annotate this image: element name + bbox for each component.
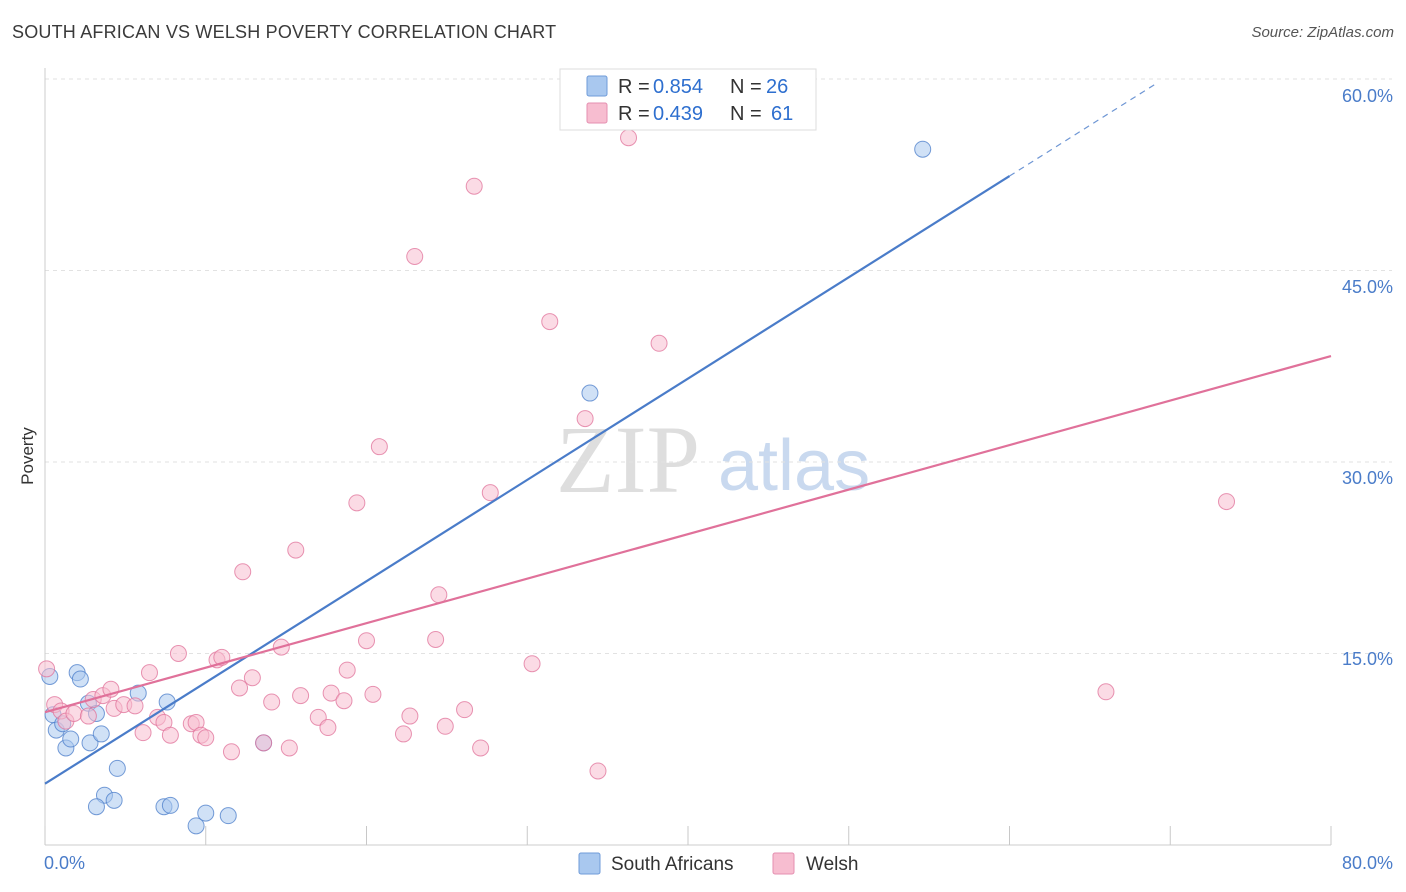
- welsh-point: [401, 707, 419, 725]
- trend-layer: [44, 84, 1332, 785]
- stats-legend: R = 0.854 N = 26 R = 0.439 N = 61: [559, 68, 817, 131]
- welsh-point: [255, 734, 273, 752]
- welsh-point: [322, 684, 340, 702]
- welsh-point: [169, 645, 187, 662]
- welsh-point: [358, 632, 375, 650]
- welsh-point: [427, 630, 445, 648]
- welsh-point: [523, 655, 541, 673]
- welsh-point: [348, 494, 366, 512]
- welsh-point: [436, 717, 454, 735]
- welsh-point: [65, 705, 83, 723]
- south-africans-trend-line: [44, 175, 1011, 785]
- south-africans-point: [87, 798, 105, 816]
- x-tick-label: 0.0%: [44, 853, 85, 873]
- watermark-atlas: atlas: [718, 426, 870, 506]
- welsh-point: [263, 693, 281, 711]
- south-africans-point: [197, 804, 215, 822]
- welsh-point: [370, 438, 388, 456]
- south-africans-point: [105, 791, 123, 809]
- south-africans-point: [62, 730, 80, 748]
- series-legend-swatch-south-africans: [578, 852, 601, 875]
- welsh-point: [589, 762, 607, 780]
- welsh-point: [456, 701, 474, 719]
- welsh-point: [79, 707, 97, 725]
- legend-r-label: R =: [618, 103, 650, 125]
- y-tick-label: 15.0%: [1342, 649, 1393, 669]
- series-legend-swatch-welsh: [772, 852, 795, 875]
- south-africans-point: [581, 384, 599, 402]
- legend-n-label: N =: [730, 76, 762, 98]
- legend-n-value: 26: [766, 76, 788, 98]
- welsh-point: [161, 726, 179, 744]
- south-africans-point: [219, 807, 237, 825]
- x-minor-ticks: [44, 826, 1332, 845]
- welsh-point: [1218, 493, 1236, 511]
- welsh-point: [481, 484, 499, 502]
- welsh-point: [430, 586, 448, 604]
- y-tick-labels: 15.0% 30.0% 45.0% 60.0%: [1342, 86, 1393, 669]
- welsh-point: [222, 743, 240, 761]
- welsh-point: [338, 661, 356, 679]
- welsh-point: [234, 563, 252, 581]
- welsh-point: [406, 247, 424, 265]
- watermark: ZIP atlas: [556, 406, 870, 513]
- legend-r-value: 0.439: [653, 103, 703, 125]
- welsh-point: [465, 177, 483, 195]
- welsh-point: [364, 685, 382, 703]
- welsh-point: [576, 410, 594, 428]
- series-legend-label: Welsh: [806, 854, 858, 875]
- south-africans-trend-line-extension: [1009, 84, 1155, 177]
- south-africans-point: [108, 759, 126, 777]
- welsh-point: [650, 334, 668, 352]
- welsh-point: [197, 729, 215, 747]
- legend-r-label: R =: [618, 76, 650, 98]
- welsh-point: [394, 725, 412, 743]
- y-tick-label: 45.0%: [1342, 277, 1393, 297]
- chart-title: SOUTH AFRICAN VS WELSH POVERTY CORRELATI…: [12, 22, 557, 42]
- y-tick-label: 30.0%: [1342, 468, 1393, 488]
- legend-swatch-welsh: [586, 102, 608, 124]
- welsh-point: [231, 679, 249, 697]
- y-axis-title: Poverty: [18, 427, 37, 485]
- welsh-trend-line: [44, 354, 1332, 714]
- south-africans-point: [187, 817, 205, 835]
- legend-n-value: 61: [771, 103, 793, 125]
- south-africans-point: [81, 734, 99, 752]
- welsh-point: [126, 697, 144, 715]
- series-legend: South Africans Welsh: [578, 852, 858, 875]
- welsh-point: [620, 129, 638, 147]
- points-layer: [38, 129, 1236, 835]
- legend-r-value: 0.854: [653, 76, 703, 98]
- chart-source: Source: ZipAtlas.com: [1251, 24, 1394, 41]
- legend-n-label: N =: [730, 103, 762, 125]
- south-africans-point: [914, 140, 932, 158]
- welsh-point: [472, 739, 490, 757]
- welsh-point: [292, 687, 310, 705]
- south-africans-point: [92, 725, 110, 743]
- welsh-point: [243, 669, 261, 687]
- south-africans-point: [71, 670, 89, 688]
- welsh-point: [38, 660, 56, 678]
- welsh-point: [1097, 683, 1115, 701]
- welsh-point: [140, 664, 158, 682]
- south-africans-point: [161, 796, 179, 814]
- series-legend-label: South Africans: [611, 854, 734, 875]
- welsh-point: [319, 719, 337, 737]
- welsh-point: [280, 739, 298, 757]
- welsh-point: [134, 724, 152, 742]
- welsh-point: [335, 692, 353, 710]
- x-tick-labels: 0.0% 80.0%: [44, 853, 1393, 873]
- welsh-point: [287, 541, 305, 559]
- x-tick-label: 80.0%: [1342, 853, 1393, 873]
- legend-swatch-south-africans: [586, 75, 608, 97]
- welsh-point: [541, 313, 559, 331]
- y-tick-label: 60.0%: [1342, 86, 1393, 106]
